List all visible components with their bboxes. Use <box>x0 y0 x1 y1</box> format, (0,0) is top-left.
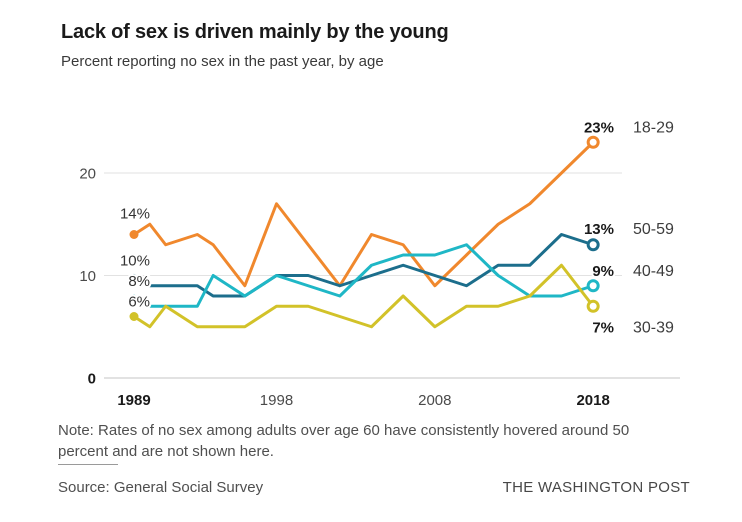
footer-row: Source: General Social Survey THE WASHIN… <box>58 479 690 496</box>
start-value-label-50-59: 10% <box>120 253 150 270</box>
end-value-label-40-49: 9% <box>592 263 614 280</box>
end-value-label-50-59: 13% <box>584 221 614 238</box>
end-marker-40-49 <box>586 279 600 293</box>
end-value-label-18-29: 23% <box>584 119 614 136</box>
chart-canvas: 20 10 0 1989 1998 2008 2018 14% 23% 18-29 10% 13% 50… <box>79 117 680 409</box>
source-credit: Source: General Social Survey <box>58 479 264 496</box>
x-tick-label: 1989 <box>117 392 150 409</box>
end-marker-50-59 <box>586 238 600 252</box>
x-tick-label: 2008 <box>418 392 451 409</box>
series-label-50-59: 50-59 <box>633 221 674 238</box>
end-value-label-30-39: 7% <box>592 319 614 336</box>
chart-title: Lack of sex is driven mainly by the youn… <box>61 21 449 43</box>
end-marker-18-29 <box>586 135 600 149</box>
line-50-59 <box>132 233 595 298</box>
start-value-label-40-49: 8% <box>128 273 150 290</box>
start-dot-18-29 <box>129 230 139 239</box>
footer-divider <box>58 464 118 465</box>
y-tick-label: 20 <box>79 166 96 183</box>
y-tick-label: 10 <box>79 268 96 285</box>
y-tick-label: 0 <box>88 371 96 388</box>
x-tick-label: 2018 <box>576 392 609 409</box>
brand-wordmark: THE WASHINGTON POST <box>502 479 690 496</box>
series-label-30-39: 30-39 <box>633 319 674 336</box>
line-40-49 <box>132 243 595 308</box>
x-tick-label: 1998 <box>260 392 293 409</box>
end-marker-30-39 <box>586 299 600 313</box>
series-label-40-49: 40-49 <box>633 263 674 280</box>
chart-subtitle: Percent reporting no sex in the past yea… <box>61 53 384 70</box>
line-30-39 <box>132 263 595 329</box>
chart-note: Note: Rates of no sex among adults over … <box>58 422 630 460</box>
series-label-18-29: 18-29 <box>633 119 674 136</box>
start-value-label-18-29: 14% <box>120 206 150 223</box>
start-dot-30-39 <box>129 312 139 321</box>
start-value-label-30-39: 6% <box>128 294 150 311</box>
